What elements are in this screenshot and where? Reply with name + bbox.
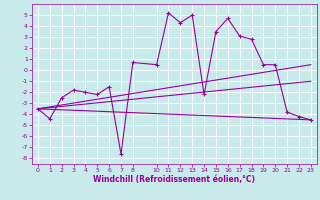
X-axis label: Windchill (Refroidissement éolien,°C): Windchill (Refroidissement éolien,°C) <box>93 175 255 184</box>
